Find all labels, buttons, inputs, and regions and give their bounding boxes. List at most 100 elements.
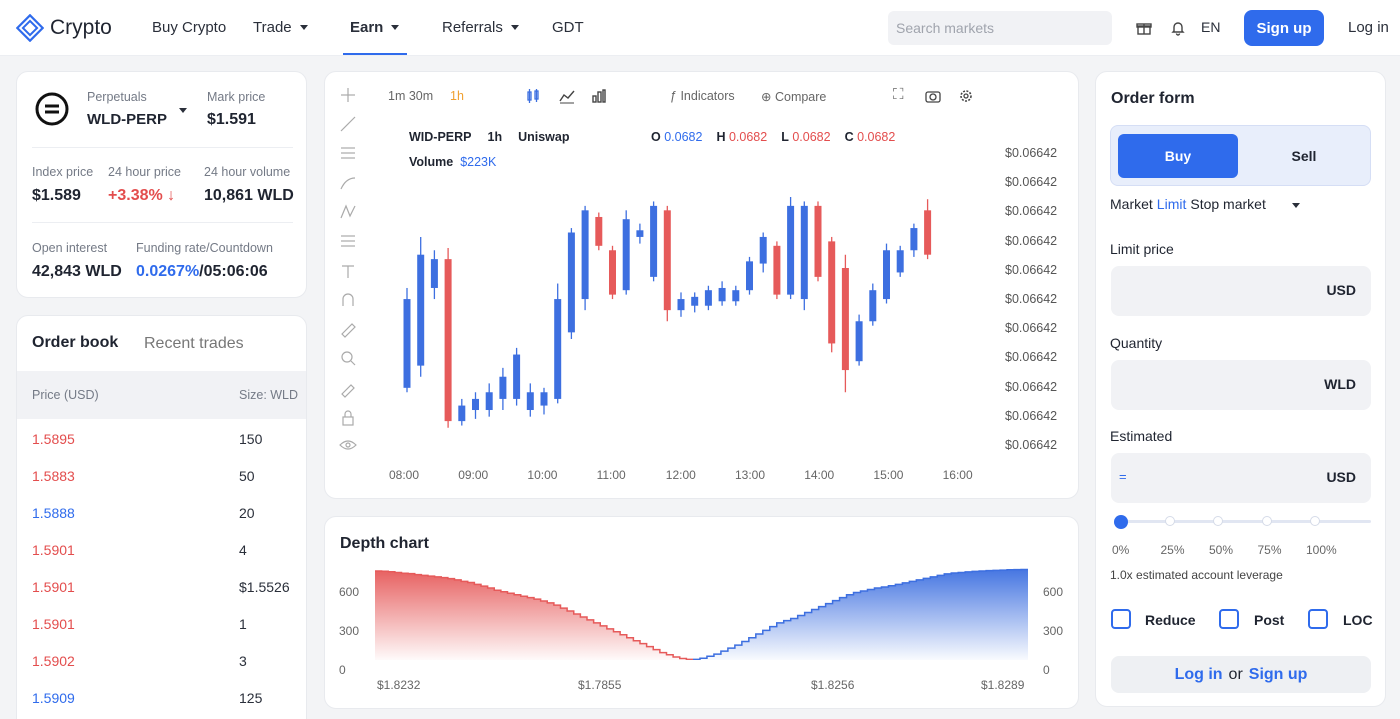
candle[interactable] <box>444 248 452 428</box>
candle[interactable] <box>814 201 822 282</box>
line-chart-icon[interactable] <box>559 88 575 104</box>
candle[interactable] <box>855 314 863 366</box>
interval-options[interactable]: 1m 30m <box>388 89 434 103</box>
slider-stop[interactable] <box>1310 516 1320 526</box>
market-symbol[interactable]: WLD-PERP <box>87 111 167 128</box>
candle[interactable] <box>704 285 712 311</box>
candle[interactable] <box>718 281 726 306</box>
candle[interactable] <box>841 254 849 393</box>
orderbook-row[interactable]: 1.5909 125 <box>17 679 306 716</box>
candle[interactable] <box>513 347 521 406</box>
slider-stop[interactable] <box>1261 516 1272 526</box>
orderbook-row[interactable]: 1.5901 $1.5526 <box>17 568 306 605</box>
loc-checkbox[interactable] <box>1308 609 1328 629</box>
search-input[interactable] <box>888 11 1112 45</box>
depth-plot[interactable] <box>375 568 1028 660</box>
settings-gear-icon[interactable] <box>958 88 974 104</box>
candle[interactable] <box>636 223 644 244</box>
candle[interactable] <box>800 201 808 311</box>
bars-icon[interactable] <box>591 88 607 104</box>
reduce-checkbox[interactable] <box>1111 609 1131 629</box>
candle[interactable] <box>458 398 466 426</box>
fullscreen-icon[interactable]: ⛶ <box>893 86 904 103</box>
candle[interactable] <box>677 292 685 317</box>
order-type-market[interactable]: Market <box>1110 196 1153 212</box>
orderbook-row[interactable]: 1.5883 50 <box>17 457 306 494</box>
price-tick: $0.06642 <box>1005 146 1058 160</box>
candle[interactable] <box>430 250 438 300</box>
nav-gdt[interactable]: GDT <box>552 19 584 36</box>
candle[interactable] <box>472 392 479 419</box>
candle[interactable] <box>869 283 877 326</box>
cta-signup-link[interactable]: Sign up <box>1248 665 1308 683</box>
nav-trade[interactable]: Trade <box>253 19 308 36</box>
candle[interactable] <box>609 245 616 300</box>
interval-active[interactable]: 1h <box>450 89 464 103</box>
candle[interactable] <box>581 205 589 311</box>
orderbook-row[interactable]: 1.5901 1 <box>17 605 306 642</box>
candlestick-plot[interactable] <box>395 185 935 445</box>
compare-button[interactable]: ⊕ Compare <box>761 90 827 104</box>
buy-button[interactable]: Buy <box>1118 134 1238 178</box>
candle[interactable] <box>622 210 630 295</box>
candle[interactable] <box>759 232 767 273</box>
tab-order-book[interactable]: Order book <box>32 334 119 351</box>
candle[interactable] <box>567 228 575 340</box>
order-type-limit[interactable]: Limit <box>1156 196 1187 212</box>
orderbook-row[interactable]: 1.5901 4 <box>17 531 306 568</box>
nav-buy-crypto[interactable]: Buy Crypto <box>152 19 227 36</box>
orderbook-row[interactable]: 1.5895 150 <box>17 420 306 457</box>
bell-icon[interactable] <box>1170 20 1186 36</box>
leverage-slider-handle[interactable] <box>1114 515 1128 529</box>
slider-stop[interactable] <box>1164 516 1175 526</box>
candle[interactable] <box>787 197 795 300</box>
candle[interactable] <box>883 243 890 304</box>
candle[interactable] <box>485 383 493 417</box>
order-type-stop[interactable]: Stop market <box>1190 196 1266 212</box>
candle[interactable] <box>499 367 507 411</box>
candle[interactable] <box>417 236 425 377</box>
candles-icon[interactable] <box>525 88 541 104</box>
limit-price-input[interactable]: USD <box>1111 266 1371 316</box>
camera-icon[interactable] <box>925 88 941 104</box>
nav-earn[interactable]: Earn <box>350 19 400 36</box>
post-checkbox[interactable] <box>1219 609 1239 629</box>
candle[interactable] <box>526 383 534 417</box>
brand-logo[interactable]: Crypto <box>16 14 112 42</box>
candle[interactable] <box>828 236 836 353</box>
candle[interactable] <box>595 212 603 251</box>
nav-referrals[interactable]: Referrals <box>442 19 519 36</box>
signup-button[interactable]: Sign up <box>1244 10 1324 46</box>
depth-chart-title: Depth chart <box>340 535 429 552</box>
tab-recent-trades[interactable]: Recent trades <box>144 335 244 352</box>
candle[interactable] <box>650 201 658 282</box>
cta-login-link[interactable]: Log in <box>1174 665 1223 683</box>
candle[interactable] <box>746 256 753 295</box>
orderbook-row[interactable]: 1.5902 3 <box>17 642 306 679</box>
login-link[interactable]: Log in <box>1348 19 1389 36</box>
candle[interactable] <box>691 292 699 313</box>
quantity-input[interactable]: WLD <box>1111 360 1371 410</box>
candle[interactable] <box>910 223 918 257</box>
indicators-button[interactable]: ƒ Indicators <box>670 89 735 103</box>
sell-button[interactable]: Sell <box>1291 148 1317 164</box>
candle[interactable] <box>924 199 932 260</box>
candle[interactable] <box>403 287 411 393</box>
candle[interactable] <box>896 245 904 277</box>
orderbook-price: 1.5902 <box>32 653 75 669</box>
candle[interactable] <box>773 241 781 300</box>
orderbook-row[interactable]: 1.5888 20 <box>17 494 306 531</box>
gift-icon[interactable] <box>1136 20 1152 36</box>
candle[interactable] <box>732 285 740 306</box>
orderbook-size: $1.5526 <box>239 579 290 595</box>
candle[interactable] <box>663 205 671 322</box>
leverage-slider-track[interactable] <box>1121 520 1371 523</box>
slider-stop[interactable] <box>1213 516 1223 526</box>
candle[interactable] <box>540 387 548 415</box>
order-type-dropdown-icon[interactable] <box>1292 203 1300 208</box>
orderbook-size: 150 <box>239 431 263 447</box>
candle[interactable] <box>554 283 562 404</box>
depth-x-label: $1.8232 <box>377 678 421 692</box>
market-dropdown-icon[interactable] <box>179 108 187 113</box>
language-selector[interactable]: EN <box>1201 19 1221 35</box>
